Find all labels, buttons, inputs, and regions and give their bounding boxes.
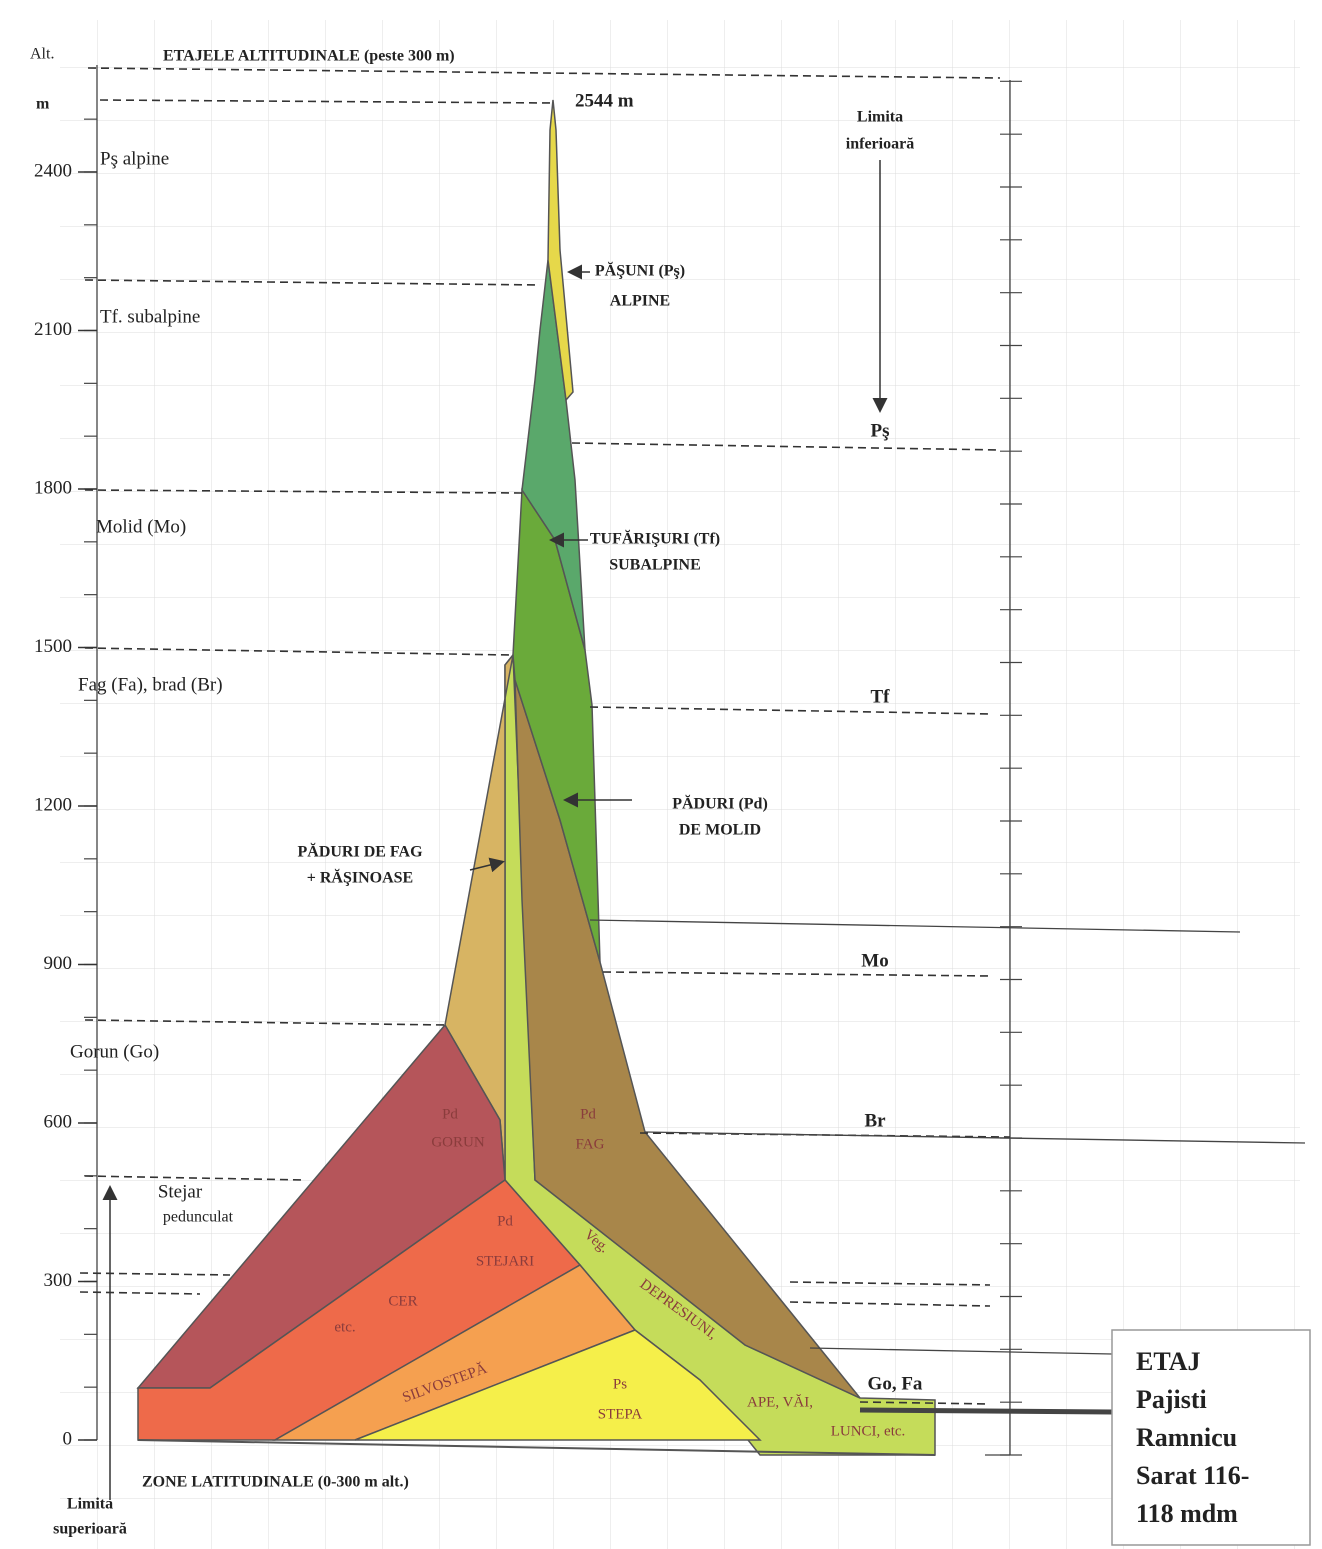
- zone-label: + RĂŞINOASE: [307, 868, 413, 887]
- zone-label: PĂDURI (Pd): [672, 794, 768, 813]
- ref-line: [789, 1301, 991, 1307]
- zone-label: Pd: [497, 1213, 513, 1229]
- y-tick-label: 0: [63, 1428, 73, 1449]
- ref-line: [589, 706, 991, 715]
- y-tick-label: 1200: [34, 794, 72, 815]
- zone-label: STEJARI: [476, 1253, 534, 1269]
- right-label: Mo: [861, 950, 888, 971]
- vegetation-zones: [136, 99, 936, 1456]
- zone-label: GORUN: [431, 1134, 485, 1150]
- zone-label: SUBALPINE: [609, 557, 701, 574]
- note-connector: [859, 1407, 1113, 1415]
- right-label: Pş: [871, 420, 890, 441]
- ref-line: [809, 1347, 1113, 1355]
- y-tick-label: 300: [44, 1270, 73, 1291]
- zone-label: PĂŞUNI (Pş): [595, 261, 685, 280]
- zone-label: Pd: [580, 1106, 596, 1122]
- left-label: Stejar: [158, 1181, 203, 1202]
- peak-label: 2544 m: [575, 90, 634, 111]
- left-label: Gorun (Go): [70, 1041, 159, 1062]
- upper-limit: Limita: [67, 1496, 113, 1513]
- y-tick-label: 900: [44, 953, 73, 974]
- footer: ZONE LATITUDINALE (0-300 m alt.): [142, 1474, 409, 1491]
- lower-limit: inferioară: [846, 136, 914, 153]
- y-tick-label: 600: [44, 1111, 73, 1132]
- ref-line: [84, 489, 523, 494]
- arrow: [469, 857, 505, 873]
- note-text: Sarat 116-: [1136, 1461, 1249, 1490]
- axis-title: m: [36, 96, 50, 113]
- ref-line: [589, 919, 1241, 933]
- zone-label: STEPA: [598, 1406, 643, 1422]
- note-text: Ramnicu: [1136, 1423, 1237, 1452]
- y-tick-label: 1800: [34, 477, 72, 498]
- ref-line: [99, 99, 554, 104]
- zone-label: LUNCI, etc.: [831, 1423, 906, 1439]
- right-label: Br: [864, 1110, 886, 1131]
- note-text: ETAJ: [1136, 1347, 1201, 1376]
- ref-line: [87, 67, 1001, 79]
- zone-label: Ps: [613, 1376, 627, 1392]
- y-tick-label: 2100: [34, 319, 72, 340]
- zone-label: CER: [388, 1293, 417, 1309]
- base-line: [137, 1439, 936, 1456]
- zone-label: PĂDURI DE FAG: [297, 842, 423, 861]
- ref-line: [644, 1131, 1306, 1144]
- axis-title: Alt.: [30, 46, 54, 63]
- zone-label: Pd: [442, 1106, 458, 1122]
- note-box: [1111, 1329, 1311, 1546]
- lower-limit: Limita: [857, 109, 903, 126]
- header: ETAJELE ALTITUDINALE (peste 300 m): [163, 48, 455, 65]
- ref-line: [84, 1019, 446, 1026]
- zone-label: FAG: [576, 1136, 605, 1152]
- left-label: Fag (Fa), brad (Br): [78, 674, 223, 695]
- ref-line: [571, 442, 1001, 451]
- left-label: Tf. subalpine: [100, 306, 200, 327]
- ref-line: [79, 1291, 201, 1295]
- right-label: Tf: [871, 686, 891, 707]
- ref-line: [789, 1281, 991, 1286]
- zone-stepa: [354, 1329, 762, 1441]
- zone-label: TUFĂRIŞURI (Tf): [590, 529, 720, 548]
- reference-lines: [79, 67, 1306, 1415]
- left-label: Pş alpine: [100, 148, 169, 169]
- upper-limit: superioară: [53, 1521, 127, 1538]
- zone-label: etc.: [334, 1319, 355, 1335]
- y-tick-label: 2400: [34, 160, 72, 181]
- zone-alpine: [547, 99, 574, 402]
- left-label: pedunculat: [163, 1209, 234, 1226]
- note-text: Pajisti: [1136, 1385, 1207, 1414]
- tick-group: 0 300 600 900 1200 1500 1800 2100 2400: [34, 80, 1022, 1456]
- arrows: [102, 160, 888, 1500]
- right-label: Go, Fa: [868, 1373, 923, 1394]
- zone-label: DE MOLID: [679, 822, 761, 839]
- y-tick-label: 1500: [34, 636, 72, 657]
- ref-line: [84, 279, 541, 286]
- ref-line: [84, 1175, 306, 1181]
- ref-line: [859, 1401, 991, 1405]
- ref-line: [84, 647, 511, 656]
- left-label: Molid (Mo): [96, 516, 186, 537]
- note-text: 118 mdm: [1136, 1499, 1238, 1528]
- zone-label: ALPINE: [610, 293, 670, 310]
- zone-label: APE, VĂI,: [747, 1393, 813, 1410]
